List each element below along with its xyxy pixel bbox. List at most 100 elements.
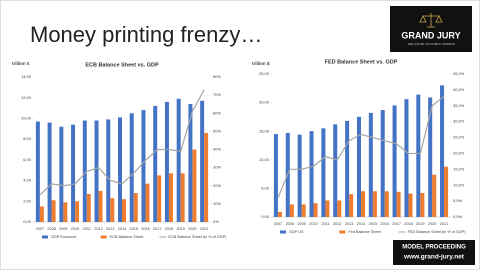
- x-tick-label: 2012: [94, 227, 102, 231]
- logo-tagline: THE COURT OF PUBLIC OPINION: [407, 42, 455, 46]
- x-tick-label: 2014: [118, 227, 126, 231]
- bar: [356, 116, 361, 217]
- bar: [297, 134, 302, 217]
- x-tick-label: 2008: [47, 227, 55, 231]
- y2-tick-label: 10,0%: [453, 182, 465, 187]
- slide-title: Money printing frenzy…: [30, 22, 262, 47]
- y-tick-label: 12,00: [21, 95, 32, 100]
- y2-tick-label: 40%: [213, 147, 221, 152]
- bar: [106, 119, 111, 222]
- bar: [192, 149, 197, 222]
- bar: [82, 120, 87, 222]
- x-tick-label: 2013: [345, 222, 353, 226]
- logo-name: GRAND JURY: [401, 30, 460, 40]
- y2-tick-label: 30%: [213, 165, 221, 170]
- y2-tick-label: 20,0%: [453, 151, 465, 156]
- x-tick-label: 2021: [440, 222, 448, 226]
- y2-tick-label: 80%: [213, 74, 221, 79]
- line: [39, 89, 205, 196]
- bar: [345, 120, 350, 217]
- x-tick-label: 2016: [141, 227, 149, 231]
- x-tick-label: 2016: [381, 222, 389, 226]
- y2-tick-label: 0,0%: [453, 214, 463, 219]
- y2-tick-label: 5,0%: [453, 198, 463, 203]
- legend-swatch: [42, 235, 48, 239]
- x-tick-label: 2010: [71, 227, 79, 231]
- bar: [63, 202, 68, 222]
- bar: [404, 99, 409, 217]
- bar: [35, 121, 40, 222]
- legend-label: Fed Balance Sheet: [348, 230, 381, 234]
- y2-tick-label: 60%: [213, 110, 221, 115]
- bar: [432, 174, 437, 217]
- x-tick-label: 2011: [321, 222, 329, 226]
- y2-tick-label: 10%: [213, 201, 221, 206]
- bar: [141, 110, 146, 222]
- bar: [321, 128, 326, 217]
- bar: [168, 173, 173, 222]
- bar: [188, 103, 193, 222]
- bar: [98, 190, 103, 222]
- y-tick-label: 20,00: [259, 100, 270, 105]
- bar: [368, 112, 373, 217]
- bar: [59, 126, 64, 222]
- bar: [94, 120, 99, 222]
- bar: [164, 101, 169, 222]
- bar: [180, 173, 185, 222]
- logo-icon: [419, 13, 443, 28]
- x-tick-label: 2021: [200, 227, 208, 231]
- bar: [176, 98, 181, 222]
- x-tick-label: 2009: [297, 222, 305, 226]
- x-tick-label: 2015: [130, 227, 138, 231]
- x-tick-label: 2007: [274, 222, 282, 226]
- x-tick-label: 2017: [153, 227, 161, 231]
- legend-label: ECB Balance Sheet (in % of GDP): [168, 235, 227, 239]
- bar: [325, 200, 330, 217]
- y-tick-label: 4,00: [23, 178, 32, 183]
- line: [277, 95, 445, 199]
- x-tick-label: 2019: [416, 222, 424, 226]
- y2-tick-label: 25,0%: [453, 135, 465, 140]
- bar: [153, 106, 158, 222]
- x-tick-label: 2013: [106, 227, 114, 231]
- legend-swatch: [100, 235, 107, 239]
- y-tick-label: 2,00: [23, 198, 32, 203]
- bar: [372, 191, 377, 217]
- bar: [309, 131, 314, 217]
- bar: [118, 117, 122, 222]
- bar: [129, 113, 134, 222]
- chart-title: FED Balance Sheet vs. GDP: [325, 59, 398, 65]
- x-tick-label: 2020: [428, 222, 436, 226]
- x-tick-label: 2017: [392, 222, 400, 226]
- y-axis-label: trillion €: [12, 61, 30, 66]
- bar: [416, 94, 421, 217]
- legend-swatch: [339, 230, 346, 234]
- bar: [75, 201, 80, 222]
- y2-tick-label: 40,0%: [453, 87, 465, 92]
- bar: [428, 97, 433, 217]
- bar: [333, 124, 338, 217]
- bar: [349, 194, 354, 217]
- bar: [204, 132, 209, 222]
- x-tick-label: 2015: [369, 222, 377, 226]
- x-tick-label: 2009: [59, 227, 67, 231]
- y2-tick-label: 70%: [213, 92, 221, 97]
- x-tick-label: 2014: [357, 222, 365, 226]
- bar: [289, 204, 294, 217]
- y-tick-label: 5,00: [261, 185, 270, 190]
- footer-line1: MODEL PROCEEDING: [402, 245, 466, 251]
- y2-tick-label: 20%: [213, 183, 221, 188]
- x-tick-label: 2010: [309, 222, 317, 226]
- legend-label: GDP US: [289, 230, 304, 234]
- bar: [86, 194, 91, 222]
- x-tick-label: 2019: [176, 227, 184, 231]
- x-tick-label: 2012: [333, 222, 341, 226]
- y-tick-label: 10,00: [259, 157, 270, 162]
- x-tick-label: 2018: [404, 222, 412, 226]
- bar: [380, 110, 385, 217]
- y2-tick-label: 15,0%: [453, 166, 465, 171]
- bar: [145, 183, 150, 222]
- y-tick-label: 6,00: [23, 157, 32, 162]
